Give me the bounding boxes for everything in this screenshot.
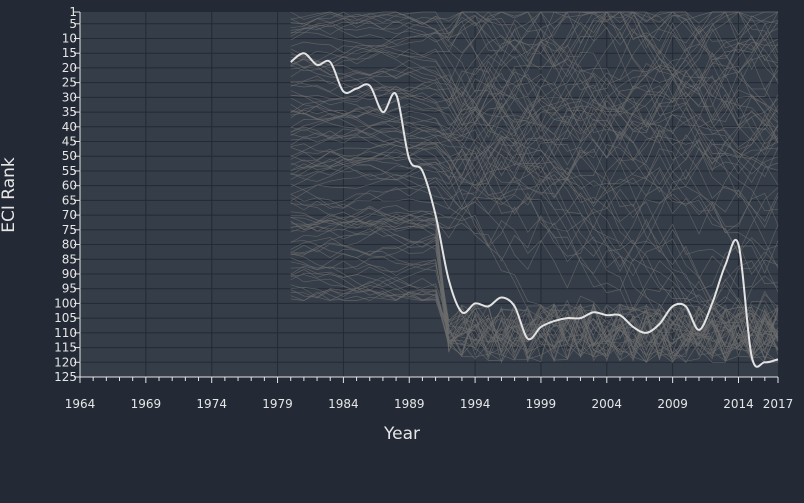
y-tick-label: 5: [69, 17, 77, 31]
background-series-line: [290, 66, 779, 269]
background-series-line: [290, 11, 779, 157]
y-tick-label: 80: [62, 238, 77, 252]
background-series-line: [290, 126, 779, 292]
background-series-line: [290, 11, 779, 126]
background-series-line: [290, 237, 779, 357]
background-series-line: [290, 42, 779, 209]
background-series-line: [290, 217, 779, 362]
y-tick-label: 105: [54, 311, 77, 325]
y-tick-label: 40: [62, 120, 77, 134]
y-tick-label: 70: [62, 208, 77, 222]
y-tick-label: 10: [62, 31, 77, 45]
y-tick-label: 55: [62, 164, 77, 178]
background-series-line: [290, 106, 779, 347]
background-series-lines: [290, 11, 779, 364]
y-tick-label: 100: [54, 296, 77, 310]
x-axis: 1964 1969 1974 1979 1984 1989 1994 1999 2004 2009…: [65, 376, 794, 411]
y-axis: 1510152025303540455055606570758085909510…: [54, 5, 81, 384]
y-tick-label: 95: [62, 282, 77, 296]
background-series-line: [290, 11, 779, 145]
x-tick-label: 2017: [763, 397, 794, 411]
x-tick-label: 1989: [394, 397, 425, 411]
background-series-line: [290, 288, 779, 363]
background-series-line: [290, 96, 779, 254]
background-series-line: [290, 205, 779, 361]
background-series-line: [290, 11, 779, 164]
y-tick-label: 115: [54, 341, 77, 355]
x-axis-title: Year: [383, 424, 420, 444]
background-series-line: [290, 173, 779, 363]
background-series-line: [290, 106, 779, 225]
background-series-line: [290, 20, 779, 162]
background-series-line: [290, 112, 779, 268]
background-series-line: [290, 11, 779, 118]
background-series-line: [290, 287, 779, 362]
background-series-line: [290, 118, 779, 234]
background-series-line: [290, 75, 779, 276]
background-series-line: [290, 37, 779, 195]
background-series-line: [290, 66, 779, 165]
background-series-line: [290, 248, 779, 359]
x-tick-label: 2014: [723, 397, 754, 411]
x-tick-label: 1999: [526, 397, 557, 411]
y-tick-label: 120: [54, 355, 77, 369]
background-series-line: [290, 11, 779, 126]
y-tick-label: 1: [69, 5, 77, 19]
y-axis-title: ECI Rank: [0, 157, 19, 233]
y-tick-label: 35: [62, 105, 77, 119]
y-tick-label: 110: [54, 326, 77, 340]
x-tick-label: 1979: [262, 397, 293, 411]
background-series-line: [290, 111, 779, 289]
x-tick-label: 1964: [65, 397, 96, 411]
x-tick-label: 1994: [460, 397, 491, 411]
background-series-line: [290, 143, 779, 245]
background-series-line: [290, 11, 779, 113]
background-series-line: [290, 79, 779, 186]
background-series-line: [290, 11, 779, 107]
background-series-line: [290, 31, 779, 212]
y-tick-label: 90: [62, 267, 77, 281]
y-tick-label: 125: [54, 370, 77, 384]
y-tick-label: 60: [62, 179, 77, 193]
background-series-line: [290, 70, 779, 198]
x-tick-label: 1974: [196, 397, 227, 411]
y-tick-label: 25: [62, 76, 77, 90]
x-tick-label: 2009: [657, 397, 688, 411]
background-series-line: [290, 11, 779, 173]
background-series-line: [290, 233, 779, 360]
background-series-line: [290, 124, 779, 184]
background-series-line: [290, 11, 779, 160]
y-tick-label: 45: [62, 135, 77, 149]
x-tick-label: 2004: [592, 397, 623, 411]
background-series-line: [290, 97, 779, 324]
background-series-line: [290, 54, 779, 133]
background-series-line: [290, 276, 779, 360]
background-series-line: [290, 164, 779, 291]
y-tick-label: 20: [62, 61, 77, 75]
background-series-line: [290, 11, 779, 74]
y-tick-label: 50: [62, 149, 77, 163]
background-series-line: [290, 59, 779, 141]
y-tick-label: 85: [62, 252, 77, 266]
highlight-series-line: [290, 52, 779, 368]
y-tick-label: 30: [62, 90, 77, 104]
background-series-line: [290, 65, 779, 163]
y-tick-label: 15: [62, 46, 77, 60]
background-series-line: [290, 73, 779, 190]
x-tick-label: 1984: [328, 397, 359, 411]
background-series-line: [290, 123, 779, 232]
background-series-line: [290, 290, 779, 360]
x-tick-label: 1969: [131, 397, 162, 411]
y-tick-label: 75: [62, 223, 77, 237]
background-series-line: [290, 216, 779, 362]
background-series-line: [290, 11, 779, 127]
background-series-line: [290, 266, 779, 362]
background-series-line: [290, 160, 779, 349]
background-series-line: [290, 11, 778, 202]
y-tick-label: 65: [62, 193, 77, 207]
